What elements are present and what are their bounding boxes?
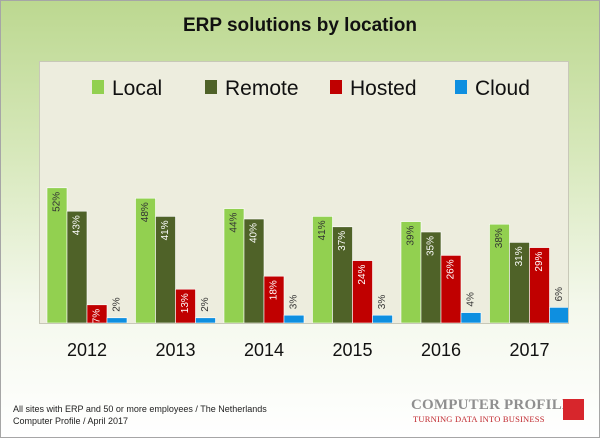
legend-swatch	[92, 80, 104, 94]
category-label-2016: 2016	[420, 340, 462, 360]
legend-item-local: Local	[92, 77, 162, 100]
data-label-remote-2017: 31%	[514, 246, 525, 266]
data-label-cloud-2012: 2%	[112, 297, 123, 312]
bar-chart: Local Remote Hosted Cloud 52% 43% 7% 2% 48% 41% 13…	[46, 77, 568, 323]
data-label-cloud-2015: 3%	[377, 295, 388, 310]
data-label-hosted-2013: 13%	[180, 293, 191, 313]
category-label-2015: 2015	[332, 340, 373, 360]
legend-label: Local	[112, 77, 162, 100]
legend-swatch	[455, 80, 467, 94]
data-label-local-2015: 41%	[317, 220, 328, 240]
data-label-remote-2015: 37%	[337, 231, 348, 251]
bar-cloud-2016	[460, 312, 482, 323]
data-label-local-2013: 48%	[140, 202, 151, 222]
legend-swatch	[330, 80, 342, 94]
plot-area: Local Remote Hosted Cloud 52% 43% 7% 2% 48% 41% 13…	[39, 61, 569, 324]
data-label-local-2014: 44%	[229, 212, 240, 232]
bar-hosted-2015	[352, 260, 373, 323]
data-label-cloud-2014: 3%	[289, 295, 300, 310]
footnote: All sites with ERP and 50 or more employ…	[13, 403, 267, 427]
bar-cloud-2015	[372, 314, 393, 323]
legend-swatch	[205, 80, 217, 94]
category-label-2014: 2014	[243, 340, 285, 360]
bar-cloud-2012	[106, 317, 128, 323]
logo-tagline: TURNING DATA INTO BUSINESS	[413, 414, 545, 424]
data-label-hosted-2012: 7%	[92, 309, 103, 323]
legend-label: Remote	[225, 77, 299, 100]
data-label-hosted-2015: 24%	[357, 264, 368, 284]
data-label-hosted-2016: 26%	[446, 259, 457, 279]
data-label-hosted-2017: 29%	[534, 251, 545, 271]
data-label-local-2017: 38%	[494, 228, 505, 248]
legend-item-cloud: Cloud	[455, 77, 530, 100]
bar-hosted-2012	[86, 304, 108, 323]
bar-cloud-2013	[195, 317, 216, 323]
data-label-cloud-2016: 4%	[466, 292, 477, 307]
category-label-2013: 2013	[155, 340, 196, 360]
legend-item-hosted: Hosted	[330, 77, 417, 100]
data-label-remote-2012: 43%	[72, 215, 83, 235]
logo-square-icon	[563, 399, 584, 420]
bar-remote-2012	[66, 210, 88, 323]
bar-cloud-2014	[283, 314, 305, 323]
legend-label: Cloud	[475, 77, 530, 100]
chart-title: ERP solutions by location	[182, 15, 417, 36]
data-label-remote-2016: 35%	[426, 236, 437, 256]
data-label-cloud-2013: 2%	[200, 297, 211, 312]
data-label-cloud-2017: 6%	[554, 287, 565, 302]
footnote-line-1: All sites with ERP and 50 or more employ…	[13, 404, 267, 414]
data-label-remote-2014: 40%	[249, 223, 260, 243]
logo-name: COMPUTER PROFILE	[411, 397, 573, 413]
legend-item-remote: Remote	[205, 77, 299, 100]
data-label-remote-2013: 41%	[160, 220, 171, 240]
bar-hosted-2017	[529, 247, 550, 323]
footnote-line-2: Computer Profile / April 2017	[13, 416, 129, 426]
data-label-local-2016: 39%	[406, 225, 417, 245]
bar-cloud-2017	[549, 307, 568, 323]
legend-label: Hosted	[350, 77, 417, 100]
data-label-hosted-2014: 18%	[269, 280, 280, 300]
data-label-local-2012: 52%	[52, 192, 63, 212]
category-label-2012: 2012	[66, 340, 108, 360]
bar-remote-2014	[243, 218, 265, 323]
category-label-2017: 2017	[509, 340, 550, 360]
company-logo: COMPUTER PROFILE TURNING DATA INTO BUSIN…	[411, 397, 587, 424]
